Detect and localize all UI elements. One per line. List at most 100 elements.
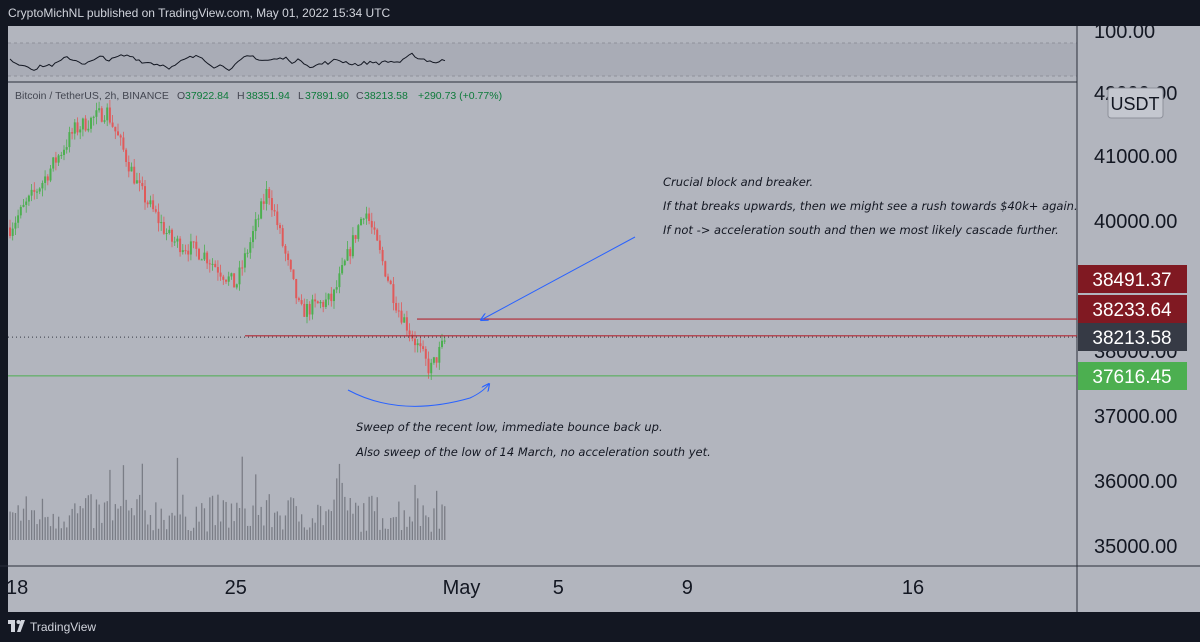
candle-body <box>195 241 198 249</box>
volume-bar <box>260 506 262 540</box>
currency-box[interactable] <box>1107 87 1164 119</box>
volume-bar <box>141 463 143 540</box>
volume-bar <box>206 531 208 540</box>
volume-bar <box>179 514 181 540</box>
volume-bar <box>236 502 238 540</box>
volume-bar <box>55 528 57 540</box>
volume-bar <box>220 521 222 540</box>
candle-body <box>292 269 295 280</box>
candle-body <box>168 229 171 234</box>
volume-bar <box>201 503 203 540</box>
volume-bar <box>395 516 397 540</box>
candle-body <box>95 110 98 117</box>
candle-body <box>222 276 225 280</box>
candle-body <box>287 253 290 261</box>
candle-body <box>206 252 209 264</box>
volume-bar <box>144 510 146 540</box>
ohlc-change: +290.73 (+0.77%) <box>418 90 502 102</box>
volume-bar <box>417 498 419 540</box>
candle-body <box>322 301 325 307</box>
volume-bar <box>368 496 370 540</box>
volume-layer <box>9 456 446 540</box>
volume-bar <box>44 517 46 540</box>
candle-body <box>179 238 182 253</box>
price-tag-label: 38213.58 <box>1092 328 1171 349</box>
volume-bar <box>436 490 438 540</box>
volume-bar <box>430 531 432 540</box>
candle-body <box>187 250 190 255</box>
volume-bar <box>425 515 427 540</box>
volume-bar <box>222 500 224 540</box>
volume-bar <box>390 517 392 540</box>
volume-bar <box>441 504 443 540</box>
time-label: 16 <box>902 577 924 599</box>
volume-bar <box>346 510 349 540</box>
candle-layer <box>9 100 446 380</box>
volume-bar <box>122 465 125 540</box>
volume-bar <box>279 515 281 540</box>
candle-body <box>98 108 101 111</box>
volume-bar <box>238 508 241 540</box>
volume-bar <box>357 505 359 540</box>
ohlc-low: 37891.90 <box>305 90 349 102</box>
candle-body <box>106 107 109 121</box>
volume-bar <box>230 503 233 540</box>
volume-bar <box>168 515 170 540</box>
candle-body <box>262 201 265 204</box>
volume-bar <box>58 516 60 540</box>
volume-bar <box>325 511 327 540</box>
candle-body <box>397 310 400 312</box>
candle-body <box>46 176 49 181</box>
candle-body <box>365 213 368 219</box>
candle-body <box>357 225 360 239</box>
candle-body <box>176 238 179 242</box>
candle-body <box>27 195 30 202</box>
volume-bar <box>90 494 92 540</box>
candle-body <box>230 273 233 277</box>
volume-bar <box>303 527 305 540</box>
candle-body <box>198 248 200 260</box>
price-label: 37000.00 <box>1094 406 1177 428</box>
volume-bar <box>155 502 157 540</box>
volume-bar <box>228 527 230 540</box>
volume-bar <box>317 504 319 540</box>
volume-bar <box>284 515 287 540</box>
volume-bar <box>292 498 295 540</box>
candle-body <box>279 225 281 229</box>
candle-body <box>52 157 55 169</box>
candle-body <box>144 186 146 203</box>
candle-body <box>343 260 346 266</box>
candle-body <box>400 310 403 323</box>
volume-bar <box>365 530 368 540</box>
volume-bar <box>363 503 365 540</box>
tradingview-footer: TradingView <box>0 612 1200 642</box>
candle-body <box>241 267 244 269</box>
volume-bar <box>133 515 135 540</box>
candle-body <box>243 253 246 268</box>
candle-body <box>84 118 87 131</box>
volume-bar <box>379 529 381 540</box>
volume-bar <box>225 501 227 540</box>
candle-body <box>416 343 419 346</box>
candle-body <box>289 260 292 270</box>
candle-body <box>54 157 57 163</box>
volume-bar <box>12 512 14 540</box>
candle-body <box>314 299 317 302</box>
volume-bar <box>330 511 332 540</box>
volume-bar <box>319 506 322 540</box>
volume-bar <box>295 506 297 540</box>
candle-body <box>281 228 284 246</box>
price-chart[interactable]: Bitcoin / TetherUS, 2h, BINANCE O 37922.… <box>0 26 1200 612</box>
volume-bar <box>233 521 235 540</box>
candle-body <box>260 201 263 219</box>
volume-bar <box>31 510 33 540</box>
candle-body <box>306 304 308 317</box>
candle-body <box>71 132 74 134</box>
candle-body <box>103 120 106 122</box>
volume-bar <box>217 494 219 540</box>
candle-body <box>138 180 141 183</box>
legend-ohlc: O 37922.84 H 38351.94 L 37891.90 C 38213… <box>177 90 502 102</box>
ohlc-close: 38213.58 <box>364 90 408 102</box>
volume-bar <box>311 518 314 540</box>
candle-body <box>430 362 433 374</box>
